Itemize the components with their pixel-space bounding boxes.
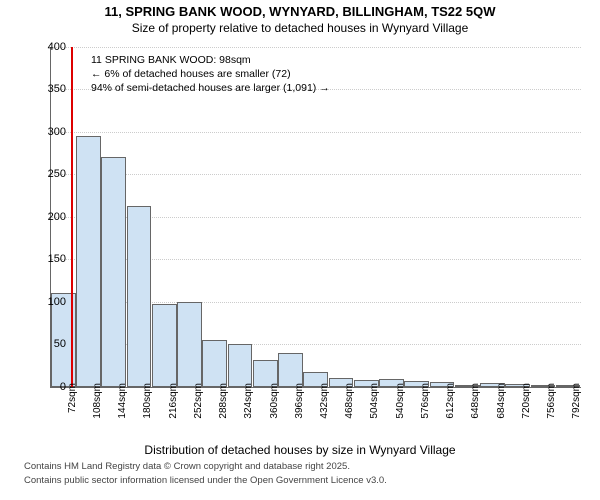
- x-tick-label: 720sqm: [521, 383, 532, 419]
- plot-region: 11 SPRING BANK WOOD: 98sqm ← 6% of detac…: [50, 47, 581, 388]
- y-tick-label: 150: [26, 253, 66, 265]
- gridline: [51, 132, 581, 133]
- y-tick-label: 50: [26, 338, 66, 350]
- histogram-bar: [101, 157, 126, 387]
- x-tick-label: 684sqm: [496, 383, 507, 419]
- x-tick-label: 288sqm: [218, 383, 229, 419]
- y-tick-label: 250: [26, 168, 66, 180]
- x-tick-label: 576sqm: [420, 383, 431, 419]
- x-tick-label: 792sqm: [571, 383, 582, 419]
- x-tick-label: 108sqm: [92, 383, 103, 419]
- annot-line3: 94% of semi-detached houses are larger (…: [91, 81, 330, 95]
- x-tick-label: 72sqm: [67, 383, 78, 413]
- y-tick-label: 350: [26, 83, 66, 95]
- gridline: [51, 174, 581, 175]
- x-tick-label: 504sqm: [369, 383, 380, 419]
- histogram-bar: [76, 136, 101, 387]
- histogram-bar: [202, 340, 227, 387]
- x-tick-label: 432sqm: [319, 383, 330, 419]
- x-tick-label: 360sqm: [269, 383, 280, 419]
- x-tick-label: 648sqm: [470, 383, 481, 419]
- x-tick-label: 756sqm: [546, 383, 557, 419]
- chart-title-line1: 11, SPRING BANK WOOD, WYNYARD, BILLINGHA…: [0, 0, 600, 21]
- property-marker-line: [71, 47, 73, 387]
- x-tick-label: 396sqm: [294, 383, 305, 419]
- histogram-bar: [228, 344, 253, 387]
- histogram-bar: [177, 302, 202, 387]
- marker-annotation: 11 SPRING BANK WOOD: 98sqm ← 6% of detac…: [91, 53, 330, 96]
- x-tick-label: 216sqm: [168, 383, 179, 419]
- y-tick-label: 400: [26, 41, 66, 53]
- histogram-bar: [152, 304, 177, 387]
- x-tick-label: 252sqm: [193, 383, 204, 419]
- gridline: [51, 47, 581, 48]
- y-tick-label: 100: [26, 296, 66, 308]
- y-tick-label: 300: [26, 126, 66, 138]
- chart-area: Number of detached properties 11 SPRING …: [0, 39, 600, 459]
- footnote-line2: Contains public sector information licen…: [0, 473, 600, 487]
- x-tick-label: 180sqm: [142, 383, 153, 419]
- footnote-line1: Contains HM Land Registry data © Crown c…: [0, 459, 600, 473]
- y-tick-label: 200: [26, 211, 66, 223]
- annot-line2: ← 6% of detached houses are smaller (72): [91, 67, 330, 81]
- x-tick-label: 324sqm: [243, 383, 254, 419]
- annot-line1: 11 SPRING BANK WOOD: 98sqm: [91, 53, 330, 67]
- x-tick-label: 540sqm: [395, 383, 406, 419]
- y-tick-label: 0: [26, 381, 66, 393]
- x-tick-label: 144sqm: [117, 383, 128, 419]
- x-axis-label: Distribution of detached houses by size …: [0, 443, 600, 457]
- histogram-bar: [278, 353, 303, 387]
- x-tick-label: 612sqm: [445, 383, 456, 419]
- x-tick-label: 468sqm: [344, 383, 355, 419]
- histogram-bar: [127, 206, 152, 387]
- chart-title-line2: Size of property relative to detached ho…: [0, 21, 600, 39]
